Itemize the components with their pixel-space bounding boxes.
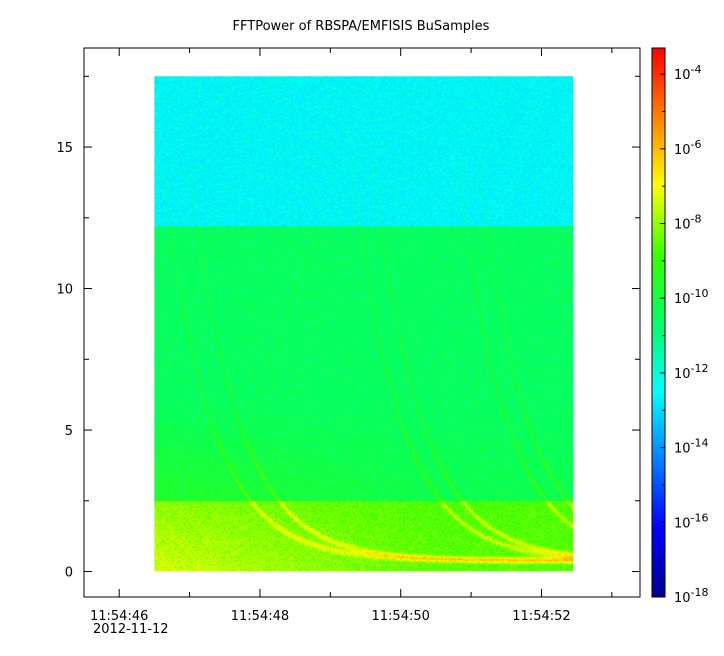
x-axis: 11:54:46 11:54:48 11:54:50 11:54:52 [90,48,613,624]
y-tick-label: 10 [56,283,73,298]
colorbar-tick-label: 10-8 [674,213,702,233]
colorbar: 10-4 10-6 10-8 10-10 10-12 10-14 10-16 10-18 [651,47,709,606]
y-axis: 0 5 10 15 [56,75,640,581]
colorbar-tick-label: 10-18 [674,586,709,606]
x-tick-label: 11:54:46 [90,609,148,624]
x-tick-label: 11:54:50 [372,609,430,624]
x-tick-label: 11:54:52 [512,609,570,624]
colorbar-ticks: 10-4 10-6 10-8 10-10 10-12 10-14 10-16 10-18 [660,63,709,606]
spectrogram-cells [154,76,574,572]
y-tick-label: 0 [65,566,73,581]
colorbar-tick-label: 10-16 [674,511,709,531]
y-tick-label: 5 [65,424,73,439]
colorbar-tick-label: 10-4 [674,63,702,83]
colorbar-tick-label: 10-6 [674,138,702,158]
colorbar-gradient [651,47,666,598]
colorbar-tick-label: 10-14 [674,437,709,457]
chart-title: FFTPower of RBSPA/EMFISIS BuSamples [233,19,490,34]
colorbar-tick-label: 10-12 [674,362,709,382]
heatmap-image [154,76,574,572]
x-tick-label: 11:54:48 [231,609,289,624]
colorbar-tick-label: 10-10 [674,287,709,307]
y-tick-label: 15 [56,141,73,156]
x-axis-date-label: 2012-11-12 [93,622,169,637]
